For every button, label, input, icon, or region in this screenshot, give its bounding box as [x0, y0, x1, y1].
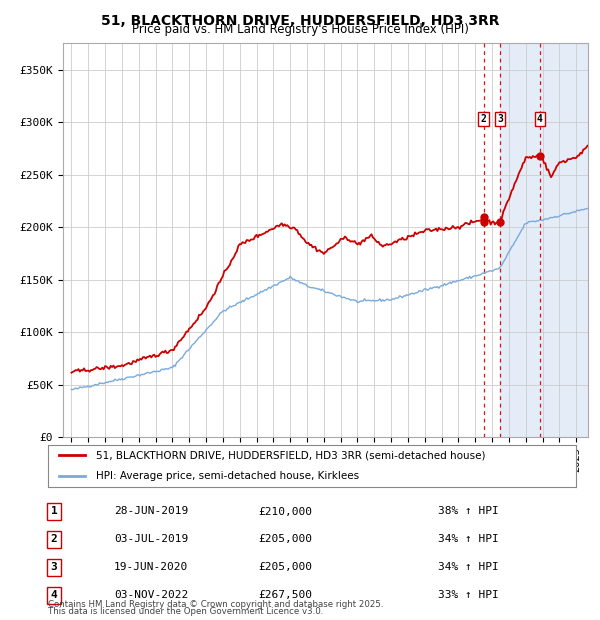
- Text: Price paid vs. HM Land Registry's House Price Index (HPI): Price paid vs. HM Land Registry's House …: [131, 23, 469, 36]
- Bar: [500, 43, 588, 437]
- Text: 03-JUL-2019: 03-JUL-2019: [114, 534, 188, 544]
- Text: 03-NOV-2022: 03-NOV-2022: [114, 590, 188, 600]
- Text: 1: 1: [50, 507, 58, 516]
- Text: This data is licensed under the Open Government Licence v3.0.: This data is licensed under the Open Gov…: [48, 607, 323, 616]
- Text: 19-JUN-2020: 19-JUN-2020: [114, 562, 188, 572]
- Text: 4: 4: [50, 590, 58, 600]
- Text: Contains HM Land Registry data © Crown copyright and database right 2025.: Contains HM Land Registry data © Crown c…: [48, 600, 383, 609]
- Text: £205,000: £205,000: [258, 562, 312, 572]
- Text: 2: 2: [481, 114, 487, 124]
- Text: 51, BLACKTHORN DRIVE, HUDDERSFIELD, HD3 3RR: 51, BLACKTHORN DRIVE, HUDDERSFIELD, HD3 …: [101, 14, 499, 28]
- Text: 2: 2: [50, 534, 58, 544]
- Text: 4: 4: [537, 114, 543, 124]
- Text: £205,000: £205,000: [258, 534, 312, 544]
- Text: 38% ↑ HPI: 38% ↑ HPI: [438, 507, 499, 516]
- Text: 34% ↑ HPI: 34% ↑ HPI: [438, 534, 499, 544]
- Text: £210,000: £210,000: [258, 507, 312, 516]
- Text: 28-JUN-2019: 28-JUN-2019: [114, 507, 188, 516]
- Text: £267,500: £267,500: [258, 590, 312, 600]
- Text: 34% ↑ HPI: 34% ↑ HPI: [438, 562, 499, 572]
- Text: 3: 3: [50, 562, 58, 572]
- Text: HPI: Average price, semi-detached house, Kirklees: HPI: Average price, semi-detached house,…: [95, 471, 359, 481]
- Text: 3: 3: [497, 114, 503, 124]
- Text: 33% ↑ HPI: 33% ↑ HPI: [438, 590, 499, 600]
- Text: 51, BLACKTHORN DRIVE, HUDDERSFIELD, HD3 3RR (semi-detached house): 51, BLACKTHORN DRIVE, HUDDERSFIELD, HD3 …: [95, 450, 485, 460]
